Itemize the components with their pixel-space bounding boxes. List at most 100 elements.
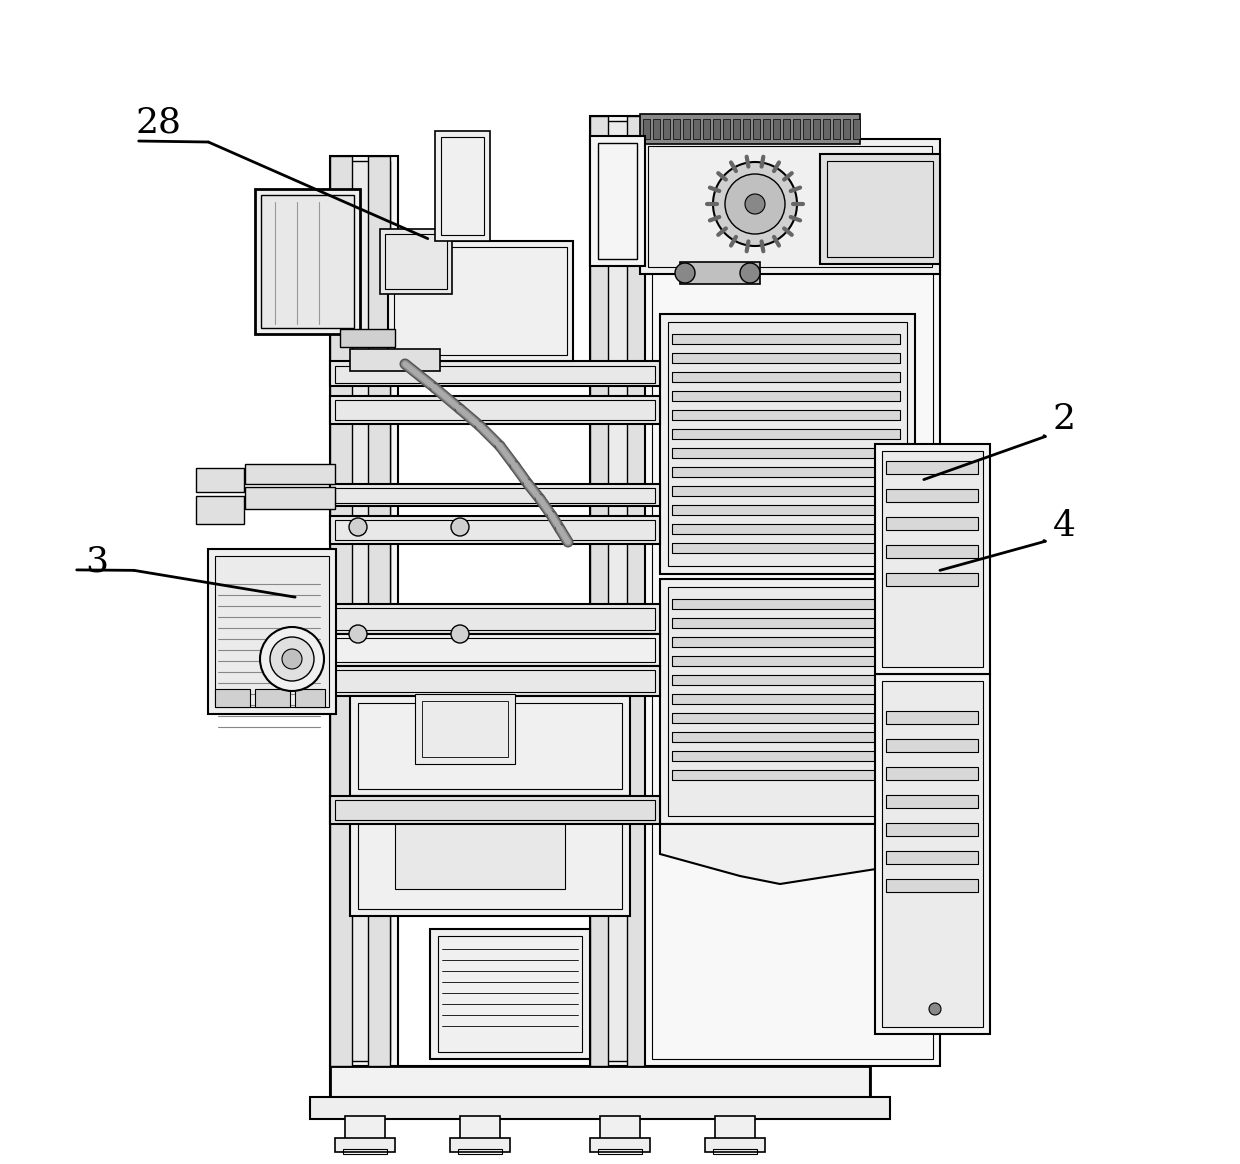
Bar (672, 751, 900, 761)
Circle shape (745, 194, 765, 214)
Bar (255, 689, 290, 707)
Bar (645, 267, 940, 1066)
Circle shape (281, 650, 303, 669)
Circle shape (348, 518, 367, 535)
Bar (196, 496, 244, 524)
Bar (672, 542, 900, 553)
Bar (653, 119, 660, 139)
Bar (208, 549, 336, 714)
Bar (260, 196, 353, 328)
Bar (853, 119, 861, 139)
Bar (875, 674, 990, 1034)
Bar (672, 430, 900, 439)
Bar (598, 121, 637, 1062)
Bar (672, 353, 900, 363)
Bar (672, 410, 900, 420)
Bar (330, 1066, 870, 1106)
Bar (763, 119, 770, 139)
Bar (215, 689, 250, 707)
Bar (887, 795, 978, 808)
Bar (672, 372, 900, 382)
Bar (335, 638, 655, 662)
Bar (887, 573, 978, 585)
Bar (330, 1066, 870, 1106)
Bar (887, 739, 978, 752)
Bar (295, 689, 325, 707)
Bar (441, 137, 484, 235)
Bar (384, 234, 446, 289)
Bar (882, 681, 983, 1027)
Bar (330, 396, 660, 424)
Bar (435, 132, 490, 241)
Bar (335, 365, 655, 383)
Bar (672, 694, 900, 704)
Bar (672, 391, 900, 402)
Bar (680, 262, 760, 284)
Bar (343, 1149, 387, 1154)
Bar (887, 489, 978, 502)
Bar (335, 800, 655, 819)
Bar (590, 116, 645, 1066)
Text: 4: 4 (1053, 509, 1075, 544)
Bar (215, 556, 329, 707)
Bar (335, 1138, 396, 1152)
Bar (843, 119, 849, 139)
Bar (310, 1096, 890, 1119)
Bar (590, 1138, 650, 1152)
Bar (652, 274, 932, 1059)
Bar (887, 851, 978, 864)
Bar (415, 694, 515, 764)
Bar (350, 696, 630, 796)
Bar (330, 796, 660, 824)
Bar (330, 604, 660, 634)
Bar (660, 579, 915, 824)
Bar (875, 443, 990, 674)
Bar (339, 161, 391, 1062)
Bar (460, 1116, 500, 1142)
Bar (804, 119, 810, 139)
Bar (335, 670, 655, 693)
Bar (458, 1149, 502, 1154)
Circle shape (740, 263, 760, 283)
Bar (335, 608, 655, 630)
Bar (388, 241, 573, 361)
Circle shape (451, 625, 469, 643)
Bar (794, 119, 800, 139)
Circle shape (260, 627, 324, 691)
Bar (813, 119, 820, 139)
Bar (887, 879, 978, 892)
Bar (330, 516, 660, 544)
Bar (672, 656, 900, 666)
Bar (887, 517, 978, 530)
Bar (887, 461, 978, 474)
Bar (330, 156, 352, 1066)
Bar (672, 637, 900, 647)
Bar (255, 189, 360, 334)
Bar (782, 119, 790, 139)
Bar (590, 116, 608, 1066)
Bar (672, 505, 900, 514)
Circle shape (270, 637, 314, 681)
Text: 3: 3 (86, 544, 108, 579)
Bar (668, 587, 906, 816)
Bar (713, 1149, 756, 1154)
Bar (640, 139, 940, 274)
Bar (672, 334, 900, 345)
Bar (350, 349, 440, 371)
Bar (672, 599, 900, 609)
Bar (672, 487, 900, 496)
Bar (196, 468, 244, 492)
Bar (649, 146, 932, 267)
Bar (330, 156, 398, 1066)
Bar (644, 119, 650, 139)
Bar (663, 119, 670, 139)
Circle shape (348, 625, 367, 643)
Bar (723, 119, 730, 139)
Bar (820, 154, 940, 264)
Bar (672, 714, 900, 723)
Bar (672, 675, 900, 684)
Bar (887, 823, 978, 836)
Bar (887, 711, 978, 724)
Bar (368, 156, 391, 1066)
Bar (394, 247, 567, 355)
